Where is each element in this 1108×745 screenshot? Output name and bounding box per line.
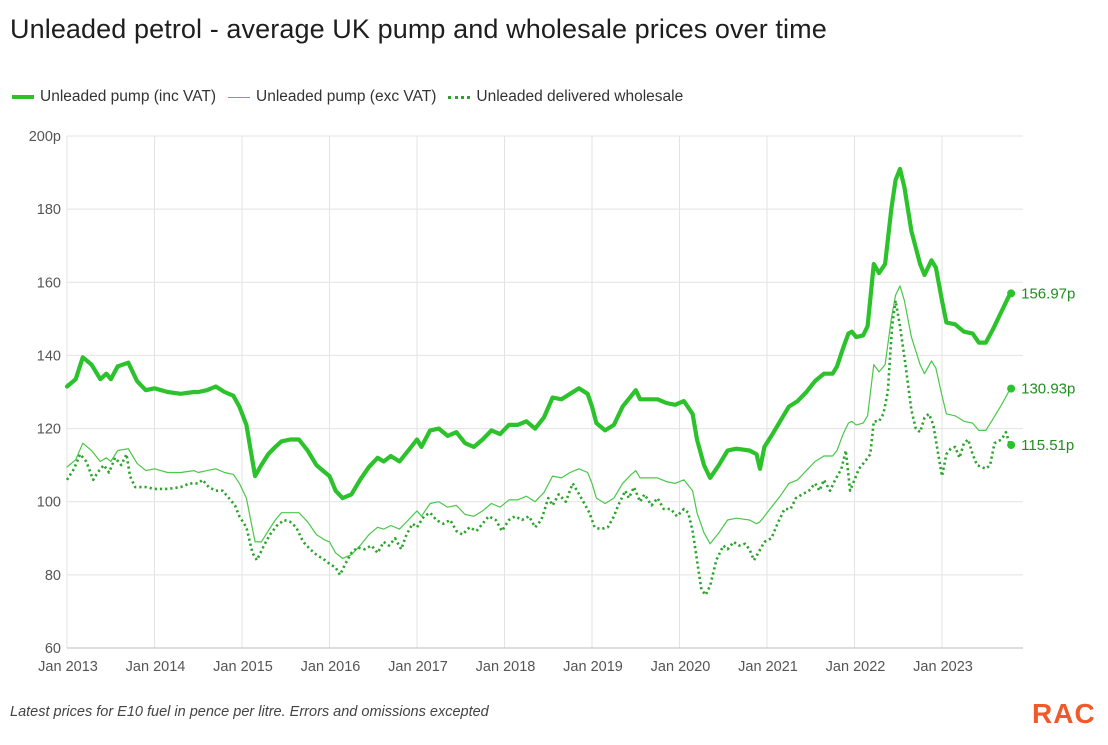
end-markers: 156.97p 130.93p 115.51p	[1007, 285, 1075, 454]
x-axis: Jan 2013 Jan 2014 Jan 2015 Jan 2016 Jan 2017…	[38, 659, 973, 675]
end-point-marker[interactable]	[1007, 384, 1016, 393]
x-tick-label: Jan 2013	[38, 659, 98, 675]
legend-label-pump-inc-vat: Unleaded pump (inc VAT)	[40, 88, 217, 105]
y-tick-label: 60	[45, 641, 61, 657]
rac-logo[interactable]: RAC	[1030, 697, 1098, 729]
x-tick-label: Jan 2018	[476, 659, 536, 675]
x-tick-label: Jan 2020	[651, 659, 711, 675]
y-tick-label: 140	[37, 348, 61, 364]
legend-swatch-dotted-line	[448, 95, 471, 99]
series-line-wholesale[interactable]	[65, 299, 1013, 597]
y-tick-label: 200p	[29, 129, 61, 145]
x-tick-label: Jan 2017	[388, 659, 448, 675]
x-tick-label: Jan 2015	[213, 659, 273, 675]
legend-item-wholesale[interactable]: Unleaded delivered wholesale	[448, 88, 683, 106]
x-tick-label: Jan 2019	[563, 659, 623, 675]
end-value-label: 130.93p	[1021, 381, 1075, 398]
end-value-label: 115.51p	[1021, 437, 1074, 454]
footnote: Latest prices for E10 fuel in pence per …	[10, 704, 489, 720]
x-tick-label: Jan 2021	[738, 659, 798, 675]
rac-logo-text: RAC	[1032, 698, 1096, 729]
end-value-label: 156.97p	[1021, 285, 1075, 302]
y-tick-label: 120	[37, 422, 61, 438]
y-tick-label: 180	[37, 202, 61, 218]
x-tick-label: Jan 2014	[126, 659, 186, 675]
line-chart: 60 80 100 120 140 160 180 200p Jan 2013 Jan 2014…	[29, 129, 1076, 675]
gridlines	[66, 135, 1023, 649]
chart-title: Unleaded petrol - average UK pump and wh…	[10, 14, 827, 44]
legend-item-pump-inc-vat[interactable]: Unleaded pump (inc VAT)	[12, 88, 216, 106]
legend-item-pump-exc-vat[interactable]: Unleaded pump (exc VAT)	[228, 88, 436, 106]
legend: Unleaded pump (inc VAT) Unleaded pump (e…	[12, 86, 695, 108]
y-tick-label: 100	[37, 495, 61, 511]
x-tick-label: Jan 2016	[301, 659, 361, 675]
end-point-marker[interactable]	[1007, 289, 1016, 298]
series-line-pump-exc-vat[interactable]	[66, 285, 1012, 559]
y-axis: 60 80 100 120 140 160 180 200p	[29, 129, 61, 657]
end-point-marker[interactable]	[1007, 440, 1016, 449]
legend-swatch-thick-line	[12, 95, 34, 99]
y-tick-label: 160	[37, 275, 61, 291]
series-line-pump-inc-vat[interactable]	[64, 166, 1014, 501]
legend-swatch-thin-line	[228, 96, 251, 98]
series-lines	[64, 166, 1014, 597]
legend-label-wholesale: Unleaded delivered wholesale	[476, 88, 684, 105]
x-tick-label: Jan 2023	[913, 659, 973, 675]
x-tick-label: Jan 2022	[826, 659, 886, 675]
y-tick-label: 80	[45, 568, 61, 584]
legend-label-pump-exc-vat: Unleaded pump (exc VAT)	[256, 88, 437, 105]
